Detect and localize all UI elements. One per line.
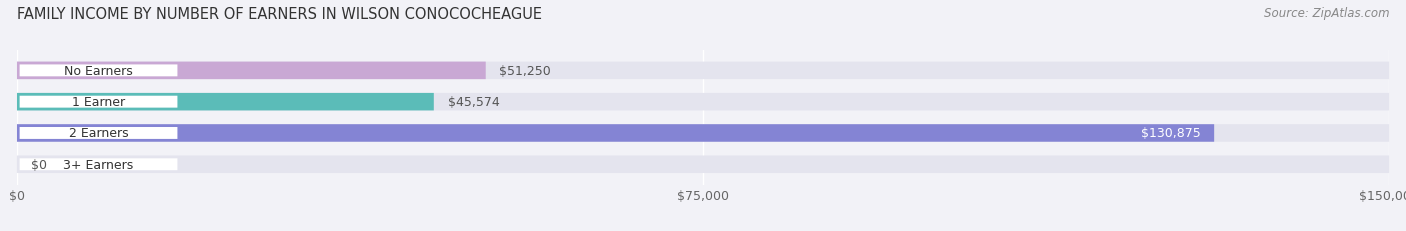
FancyBboxPatch shape xyxy=(17,62,485,80)
Text: FAMILY INCOME BY NUMBER OF EARNERS IN WILSON CONOCOCHEAGUE: FAMILY INCOME BY NUMBER OF EARNERS IN WI… xyxy=(17,7,541,22)
Text: $51,250: $51,250 xyxy=(499,65,551,78)
FancyBboxPatch shape xyxy=(17,156,1389,173)
Text: $130,875: $130,875 xyxy=(1140,127,1201,140)
Text: $45,574: $45,574 xyxy=(447,96,499,109)
Text: $0: $0 xyxy=(31,158,46,171)
Text: No Earners: No Earners xyxy=(65,65,134,78)
FancyBboxPatch shape xyxy=(17,62,1389,80)
FancyBboxPatch shape xyxy=(20,128,177,139)
FancyBboxPatch shape xyxy=(20,96,177,108)
Text: 3+ Earners: 3+ Earners xyxy=(63,158,134,171)
Text: 2 Earners: 2 Earners xyxy=(69,127,128,140)
FancyBboxPatch shape xyxy=(20,65,177,77)
FancyBboxPatch shape xyxy=(20,159,177,170)
FancyBboxPatch shape xyxy=(17,125,1215,142)
Text: Source: ZipAtlas.com: Source: ZipAtlas.com xyxy=(1264,7,1389,20)
Text: 1 Earner: 1 Earner xyxy=(72,96,125,109)
FancyBboxPatch shape xyxy=(17,94,434,111)
FancyBboxPatch shape xyxy=(17,94,1389,111)
FancyBboxPatch shape xyxy=(17,125,1389,142)
